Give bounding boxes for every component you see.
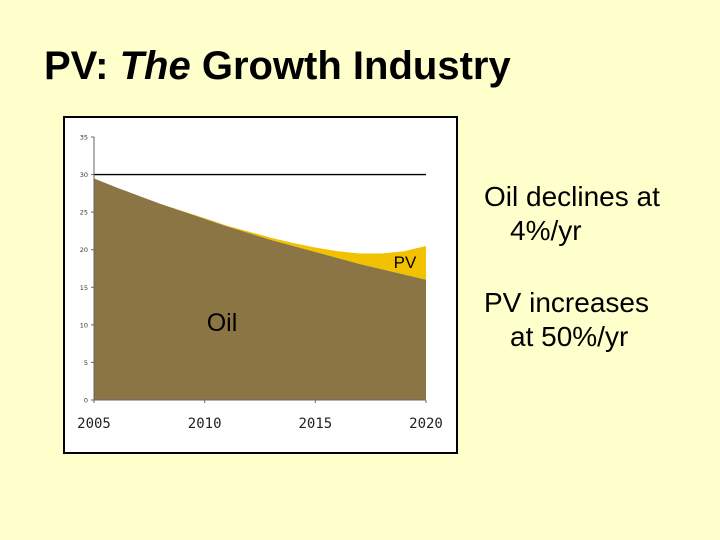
bullet-oil: Oil declines at 4%/yr <box>484 180 714 248</box>
y-tick-label: 0 <box>84 397 88 405</box>
y-tick-label: 10 <box>80 321 88 329</box>
bullet-list: Oil declines at 4%/yr PV increases at 50… <box>484 180 714 354</box>
bullet-pv-line2: at 50%/yr <box>510 321 629 352</box>
y-tick-label: 15 <box>80 284 88 292</box>
chart-frame: 0 5 10 15 20 25 30 35 2005 2010 2015 2020 PV Oil <box>63 116 458 454</box>
y-tick-label: 35 <box>80 134 88 142</box>
y-tick-label: 5 <box>84 359 88 367</box>
bullet-oil-line1: Oil declines at <box>484 181 660 212</box>
bullet-pv-line1: PV increases <box>484 287 649 318</box>
series-label-oil: Oil <box>207 309 238 337</box>
series-area-oil <box>94 178 426 400</box>
bullet-pv: PV increases at 50%/yr <box>484 286 714 354</box>
y-tick-label: 20 <box>80 246 88 254</box>
x-tick-label: 2015 <box>298 416 332 432</box>
series-label-pv: PV <box>394 253 417 272</box>
y-tick-label: 30 <box>80 171 88 179</box>
title-italic: The <box>119 44 191 88</box>
x-tick-label: 2005 <box>77 416 111 432</box>
title-prefix: PV: <box>44 44 120 88</box>
series-area-pv <box>94 178 426 280</box>
slide-title: PV: The Growth Industry <box>44 44 511 89</box>
x-tick-label: 2010 <box>188 416 222 432</box>
bullet-oil-line2: 4%/yr <box>510 215 582 246</box>
x-tick-label: 2020 <box>409 416 443 432</box>
oil-pv-area-chart: 0 5 10 15 20 25 30 35 2005 2010 2015 2020 PV Oil <box>77 134 443 433</box>
title-suffix: Growth Industry <box>190 44 511 88</box>
y-tick-label: 25 <box>80 209 88 217</box>
